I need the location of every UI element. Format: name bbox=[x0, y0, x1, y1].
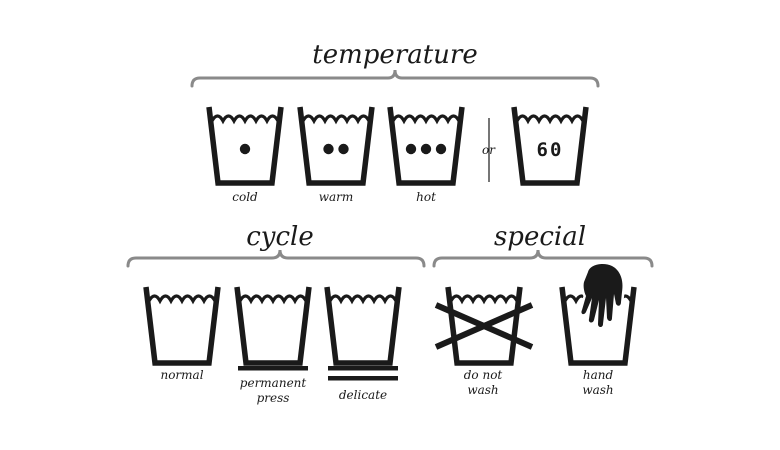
water-wave-line bbox=[238, 294, 308, 305]
temperature-60-label: 60 bbox=[537, 139, 564, 161]
tub-outline bbox=[206, 106, 284, 186]
tub-outline bbox=[559, 286, 637, 366]
temperature-bracket bbox=[190, 69, 600, 88]
tub-outline bbox=[511, 106, 589, 186]
tub-hand-wash bbox=[559, 261, 637, 366]
tub-outline bbox=[387, 106, 465, 186]
cycle-underline bbox=[328, 366, 398, 371]
water-wave-line bbox=[328, 294, 398, 305]
special-heading: special bbox=[493, 222, 587, 252]
tub-warm bbox=[297, 106, 375, 186]
cycle-underline bbox=[238, 366, 308, 371]
temperature-dot bbox=[323, 143, 334, 155]
tub-cold bbox=[206, 106, 284, 186]
tub-do-not-wash bbox=[434, 286, 534, 366]
temperature-dot bbox=[435, 143, 447, 155]
caption-normal: normal bbox=[160, 368, 204, 382]
temperature-dot bbox=[405, 143, 417, 155]
tub-outline bbox=[297, 106, 375, 186]
water-wave-line bbox=[391, 114, 461, 125]
caption-hand-wash-line2: wash bbox=[582, 383, 614, 397]
tub-delicate bbox=[324, 286, 402, 381]
cycle-heading: cycle bbox=[246, 222, 314, 252]
caption-do-not-wash-line2: wash bbox=[467, 383, 499, 397]
water-wave-line bbox=[301, 114, 371, 125]
tub-permanent-press bbox=[234, 286, 312, 371]
tub-hot bbox=[387, 106, 465, 186]
caption-permanent-press-line2: press bbox=[256, 391, 290, 405]
caption-hot: hot bbox=[416, 190, 436, 204]
water-wave-line bbox=[515, 114, 585, 125]
caption-hand-wash-line1: hand bbox=[582, 368, 614, 382]
special-bracket bbox=[432, 249, 654, 268]
hand-shape bbox=[581, 264, 623, 327]
temperature-dot bbox=[338, 143, 349, 155]
temperature-dot bbox=[420, 143, 432, 155]
cross-out-icon bbox=[434, 302, 534, 350]
temperature-dot bbox=[239, 143, 251, 155]
temperature-heading: temperature bbox=[312, 40, 478, 70]
cycle-underline bbox=[328, 376, 398, 381]
caption-permanent-press-line1: permanent bbox=[239, 376, 307, 390]
water-wave-line bbox=[210, 114, 280, 125]
caption-delicate: delicate bbox=[338, 388, 388, 402]
water-wave-line bbox=[147, 294, 217, 305]
water-wave-line bbox=[449, 294, 519, 305]
tub-outline bbox=[324, 286, 402, 366]
tub-outline bbox=[143, 286, 221, 366]
tub-60 bbox=[511, 106, 589, 186]
caption-do-not-wash-line1: do not bbox=[463, 368, 503, 382]
tub-normal bbox=[143, 286, 221, 366]
caption-cold: cold bbox=[232, 190, 258, 204]
hand-icon bbox=[579, 261, 625, 330]
caption-warm: warm bbox=[318, 190, 354, 204]
or-label: or bbox=[482, 143, 495, 157]
cycle-bracket bbox=[126, 249, 426, 268]
tub-outline bbox=[445, 286, 523, 366]
tub-outline bbox=[234, 286, 312, 366]
